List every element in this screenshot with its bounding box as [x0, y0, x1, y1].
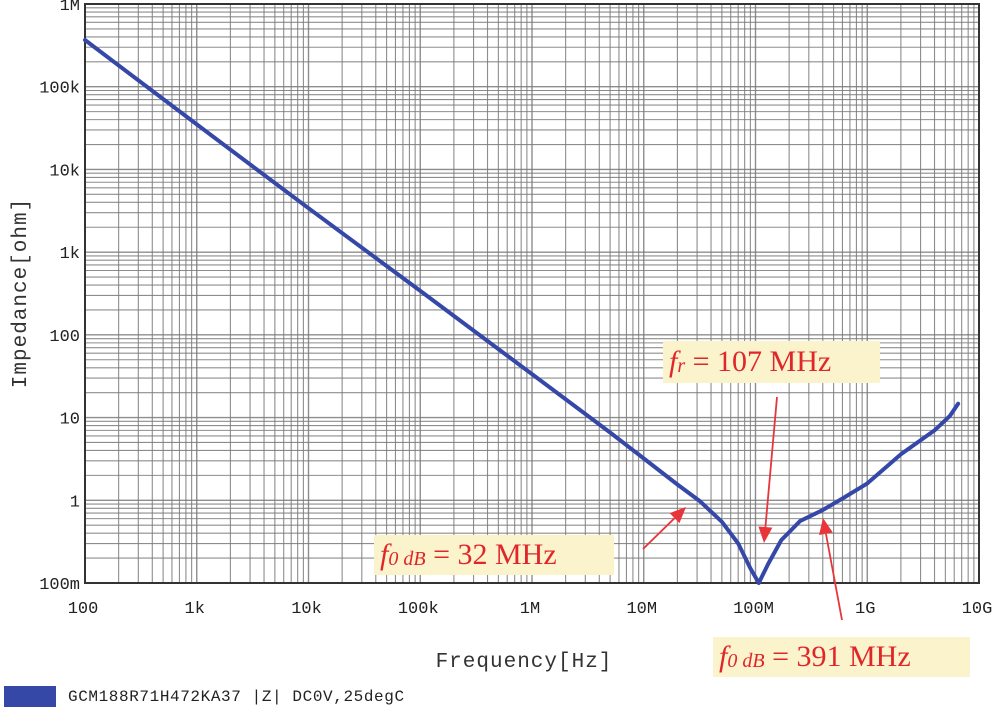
- x-tick-label: 10G: [962, 600, 993, 619]
- annotation-symbol: f: [380, 538, 389, 571]
- annotation-symbol: f: [669, 345, 678, 378]
- y-tick-labels: 1M 100k 10k 1k 100 10 1 100m: [39, 0, 80, 595]
- y-tick-label: 10: [60, 411, 80, 430]
- arrow-head-icon: [758, 526, 773, 543]
- arrow-line: [764, 396, 778, 528]
- annotation-value: = 391 MHz: [764, 640, 911, 673]
- x-axis-title: Frequency[Hz]: [436, 651, 613, 674]
- annotation-arrows: [642, 396, 843, 621]
- y-tick-label: 1M: [60, 0, 80, 16]
- annotation-symbol: f: [719, 640, 728, 673]
- x-tick-label: 1M: [520, 600, 540, 619]
- x-tick-label: 100: [68, 600, 99, 619]
- legend-label: GCM188R71H472KA37 |Z| DC0V,25degC: [68, 687, 405, 706]
- x-tick-label: 10M: [626, 600, 657, 619]
- x-tick-label: 1G: [855, 600, 875, 619]
- legend-swatch: [4, 686, 56, 707]
- x-tick-label: 100M: [733, 600, 774, 619]
- impedance-curve: [83, 38, 961, 585]
- y-tick-label: 100m: [39, 576, 80, 595]
- x-tick-label: 1k: [185, 600, 205, 619]
- y-tick-label: 1: [70, 493, 80, 512]
- arrow-line: [642, 517, 676, 550]
- x-tick-label: 10k: [291, 600, 322, 619]
- annotation-subscript: 0 dB: [727, 649, 765, 672]
- y-axis-title: Impedance[ohm]: [10, 198, 33, 388]
- y-tick-label: 1k: [60, 245, 80, 264]
- x-tick-labels: 100 1k 10k 100k 1M 10M 100M 1G 10G: [68, 600, 993, 619]
- arrow-head-icon: [819, 518, 833, 536]
- y-tick-label: 100: [49, 328, 80, 347]
- x-tick-label: 100k: [398, 600, 439, 619]
- arrow-head-icon: [669, 507, 686, 524]
- y-tick-label: 10k: [49, 162, 80, 181]
- annotation-value: = 107 MHz: [685, 345, 832, 378]
- arrow-line: [825, 533, 843, 621]
- plot-frame: [84, 3, 980, 584]
- annotation-subscript: r: [677, 354, 686, 377]
- legend: GCM188R71H472KA37 |Z| DC0V,25degC: [4, 686, 405, 707]
- annotation-subscript: 0 dB: [388, 547, 426, 570]
- annotation-value: = 32 MHz: [425, 538, 557, 571]
- y-tick-label: 100k: [39, 80, 80, 99]
